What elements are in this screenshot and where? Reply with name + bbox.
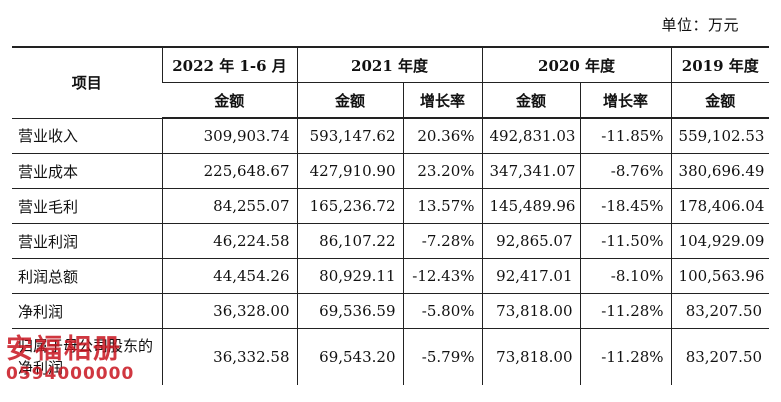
table-row: 营业毛利 84,255.07 165,236.72 13.57% 145,489… xyxy=(12,188,770,224)
header-amount: 金额 xyxy=(296,82,403,119)
header-period-2020: 2020 年度 xyxy=(481,46,672,83)
cell-amount-2020: 92,417.01 xyxy=(481,258,581,294)
cell-amount-2022h1: 46,224.58 xyxy=(161,223,297,259)
table-row: 营业成本 225,648.67 427,910.90 23.20% 347,34… xyxy=(12,153,770,189)
cell-amount-2019: 83,207.50 xyxy=(670,328,770,385)
header-row-periods: 项目 2022 年 1-6 月 2021 年度 2020 年度 2019 年度 xyxy=(12,46,770,119)
header-period-2022h1: 2022 年 1-6 月 xyxy=(161,46,297,83)
cell-amount-2021: 427,910.90 xyxy=(296,153,403,189)
header-amount: 金额 xyxy=(670,82,770,119)
cell-growth-2021: -7.28% xyxy=(402,223,483,259)
cell-growth-2020: -8.10% xyxy=(579,258,672,294)
cell-amount-2019: 100,563.96 xyxy=(670,258,770,294)
cell-amount-2020: 73,818.00 xyxy=(481,328,581,385)
cell-amount-2021: 69,543.20 xyxy=(296,328,403,385)
table-row: 营业利润 46,224.58 86,107.22 -7.28% 92,865.0… xyxy=(12,223,770,259)
cell-amount-2022h1: 36,328.00 xyxy=(161,293,297,329)
cell-amount-2020: 92,865.07 xyxy=(481,223,581,259)
cell-growth-2021: 23.20% xyxy=(402,153,483,189)
header-amount: 金额 xyxy=(162,82,297,119)
header-growth-rate: 增长率 xyxy=(402,82,483,119)
cell-growth-2021: 13.57% xyxy=(402,188,483,224)
table-row: 利润总额 44,454.26 80,929.11 -12.43% 92,417.… xyxy=(12,258,770,294)
cell-amount-2022h1: 44,454.26 xyxy=(161,258,297,294)
table-body: 营业收入 309,903.74 593,147.62 20.36% 492,83… xyxy=(12,118,770,385)
cell-amount-2020: 73,818.00 xyxy=(481,293,581,329)
row-label: 营业毛利 xyxy=(12,188,162,224)
cell-amount-2021: 86,107.22 xyxy=(296,223,403,259)
row-label: 营业成本 xyxy=(12,153,162,189)
header-growth-rate: 增长率 xyxy=(579,82,672,119)
unit-label: 单位：万元 xyxy=(661,16,739,34)
row-label: 净利润 xyxy=(12,293,162,329)
cell-amount-2019: 380,696.49 xyxy=(670,153,770,189)
cell-amount-2020: 145,489.96 xyxy=(481,188,581,224)
cell-growth-2021: 20.36% xyxy=(402,118,483,154)
table-row: 净利润 36,328.00 69,536.59 -5.80% 73,818.00… xyxy=(12,293,770,329)
cell-amount-2021: 69,536.59 xyxy=(296,293,403,329)
table-header: 项目 2022 年 1-6 月 2021 年度 2020 年度 2019 年度 … xyxy=(12,46,770,119)
cell-amount-2021: 80,929.11 xyxy=(296,258,403,294)
cell-growth-2021: -5.80% xyxy=(402,293,483,329)
cell-growth-2021: -5.79% xyxy=(402,328,483,385)
table-row: 营业收入 309,903.74 593,147.62 20.36% 492,83… xyxy=(12,118,770,154)
cell-amount-2019: 104,929.09 xyxy=(670,223,770,259)
cell-amount-2019: 559,102.53 xyxy=(670,118,770,154)
cell-growth-2020: -11.28% xyxy=(579,328,672,385)
cell-amount-2021: 165,236.72 xyxy=(296,188,403,224)
table-row: 归属于母公司股东的净利润 36,332.58 69,543.20 -5.79% … xyxy=(12,328,770,385)
header-amount: 金额 xyxy=(481,82,581,119)
cell-growth-2020: -8.76% xyxy=(579,153,672,189)
cell-growth-2020: -11.85% xyxy=(579,118,672,154)
cell-growth-2020: -11.50% xyxy=(579,223,672,259)
cell-amount-2022h1: 309,903.74 xyxy=(161,118,297,154)
financial-summary-table: 项目 2022 年 1-6 月 2021 年度 2020 年度 2019 年度 … xyxy=(12,46,770,385)
cell-amount-2020: 492,831.03 xyxy=(481,118,581,154)
cell-amount-2022h1: 84,255.07 xyxy=(161,188,297,224)
header-period-2019: 2019 年度 xyxy=(670,46,770,83)
row-label: 营业收入 xyxy=(12,118,162,154)
header-row-metrics: 金额 金额 增长率 金额 增长率 金额 xyxy=(12,82,770,119)
cell-amount-2022h1: 36,332.58 xyxy=(161,328,297,385)
row-label: 利润总额 xyxy=(12,258,162,294)
cell-amount-2020: 347,341.07 xyxy=(481,153,581,189)
header-item: 项目 xyxy=(12,46,162,119)
cell-growth-2020: -11.28% xyxy=(579,293,672,329)
cell-growth-2021: -12.43% xyxy=(402,258,483,294)
cell-growth-2020: -18.45% xyxy=(579,188,672,224)
header-period-2021: 2021 年度 xyxy=(296,46,483,83)
row-label: 营业利润 xyxy=(12,223,162,259)
cell-amount-2022h1: 225,648.67 xyxy=(161,153,297,189)
cell-amount-2021: 593,147.62 xyxy=(296,118,403,154)
cell-amount-2019: 83,207.50 xyxy=(670,293,770,329)
row-label: 归属于母公司股东的净利润 xyxy=(18,337,154,377)
cell-amount-2019: 178,406.04 xyxy=(670,188,770,224)
